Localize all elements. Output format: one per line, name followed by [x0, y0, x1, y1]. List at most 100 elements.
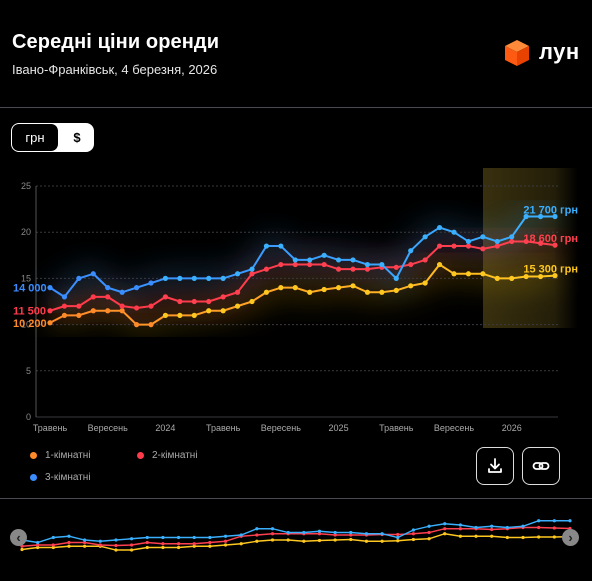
data-point [162, 275, 169, 281]
data-point [292, 261, 298, 268]
navigator-point [427, 537, 431, 541]
navigator-point [380, 539, 384, 543]
data-point [364, 289, 371, 295]
data-point [307, 261, 313, 268]
data-point [148, 303, 154, 309]
navigator-point [145, 545, 149, 550]
data-point [509, 275, 515, 281]
data-point [162, 312, 169, 318]
y-tick-label: 15 [21, 273, 31, 283]
data-point [61, 303, 68, 309]
header: Середні ціни оренди Івано-Франківськ, 4 … [0, 0, 592, 108]
legend-dot [30, 452, 37, 459]
x-tick-label: 2025 [329, 423, 349, 433]
data-point [494, 238, 500, 245]
navigator-point [176, 535, 181, 540]
data-point [133, 305, 140, 311]
data-point [335, 266, 342, 272]
navigator-point [474, 525, 478, 530]
navigator-right-arrow[interactable]: › [562, 529, 579, 546]
navigator-left-arrow[interactable]: ‹ [10, 529, 27, 546]
data-point [509, 238, 515, 245]
y-tick-label: 0 [26, 412, 31, 422]
data-point [278, 243, 284, 249]
data-point [263, 266, 270, 272]
navigator-point [396, 539, 400, 543]
currency-option-uah[interactable]: грн [12, 124, 58, 151]
download-button[interactable] [476, 447, 514, 485]
x-tick-label: Травень [379, 423, 414, 433]
series-end-label: 18 600 грн [523, 233, 578, 245]
navigator-point [239, 542, 243, 546]
currency-option-usd[interactable]: $ [73, 130, 81, 145]
data-point [393, 287, 399, 294]
data-point [278, 285, 284, 291]
data-point [552, 273, 558, 279]
navigator-point [176, 545, 181, 550]
data-point [552, 242, 558, 248]
page-title: Середні ціни оренди [12, 31, 220, 53]
navigator-point [67, 540, 71, 545]
data-point [451, 243, 457, 249]
data-point [249, 266, 255, 272]
navigator-point [255, 533, 259, 537]
navigator-line [21, 533, 571, 551]
navigator-point [443, 527, 447, 531]
data-point [206, 275, 212, 281]
data-point [263, 243, 270, 249]
data-point [206, 308, 212, 314]
series-3 [47, 213, 558, 300]
data-point [162, 294, 169, 300]
data-point [537, 240, 544, 246]
brand-logo[interactable]: лун [502, 38, 582, 68]
x-tick-label: 2024 [155, 423, 175, 433]
navigator-point [443, 532, 447, 536]
navigator-point [161, 545, 165, 550]
data-point [119, 308, 125, 314]
data-point [465, 271, 472, 277]
navigator-point [333, 530, 337, 535]
navigator-point [83, 538, 87, 542]
navigator-point [51, 545, 55, 550]
data-point [220, 275, 226, 281]
navigator-point [349, 537, 353, 542]
x-tick-label: Вересень [434, 423, 474, 433]
navigator-point [302, 539, 306, 543]
data-point [263, 289, 270, 295]
brand-logo-text: лун [539, 39, 580, 64]
navigator-point [333, 533, 337, 537]
navigator-point [270, 532, 275, 536]
y-tick-label: 20 [21, 227, 31, 237]
data-point [249, 271, 255, 277]
copy-link-button[interactable] [522, 447, 560, 485]
navigator-point [537, 525, 541, 530]
series-end-label: 21 700 грн [523, 204, 578, 216]
data-point [393, 264, 399, 270]
data-point [292, 257, 298, 263]
x-tick-label: 2026 [502, 423, 522, 433]
data-point [408, 261, 414, 268]
data-point [191, 312, 197, 318]
data-point [465, 238, 472, 245]
navigator-point [51, 543, 55, 547]
data-point [494, 275, 500, 281]
navigator-point [396, 535, 400, 540]
navigator-point [270, 527, 275, 531]
data-point [119, 289, 125, 295]
data-point [552, 213, 558, 220]
data-point [480, 271, 486, 277]
x-tick-label: Вересень [88, 423, 128, 433]
data-point [436, 261, 443, 268]
data-point [321, 261, 327, 268]
navigator-point [83, 544, 87, 548]
navigator-point [396, 532, 400, 537]
download-icon [488, 458, 502, 473]
data-point [177, 312, 183, 318]
navigator-point [223, 539, 228, 543]
navigator-point [208, 540, 212, 545]
navigator-point [490, 527, 494, 532]
data-point [335, 285, 342, 291]
navigator-point [130, 548, 134, 552]
data-point [220, 308, 226, 314]
navigator-point [114, 538, 118, 542]
